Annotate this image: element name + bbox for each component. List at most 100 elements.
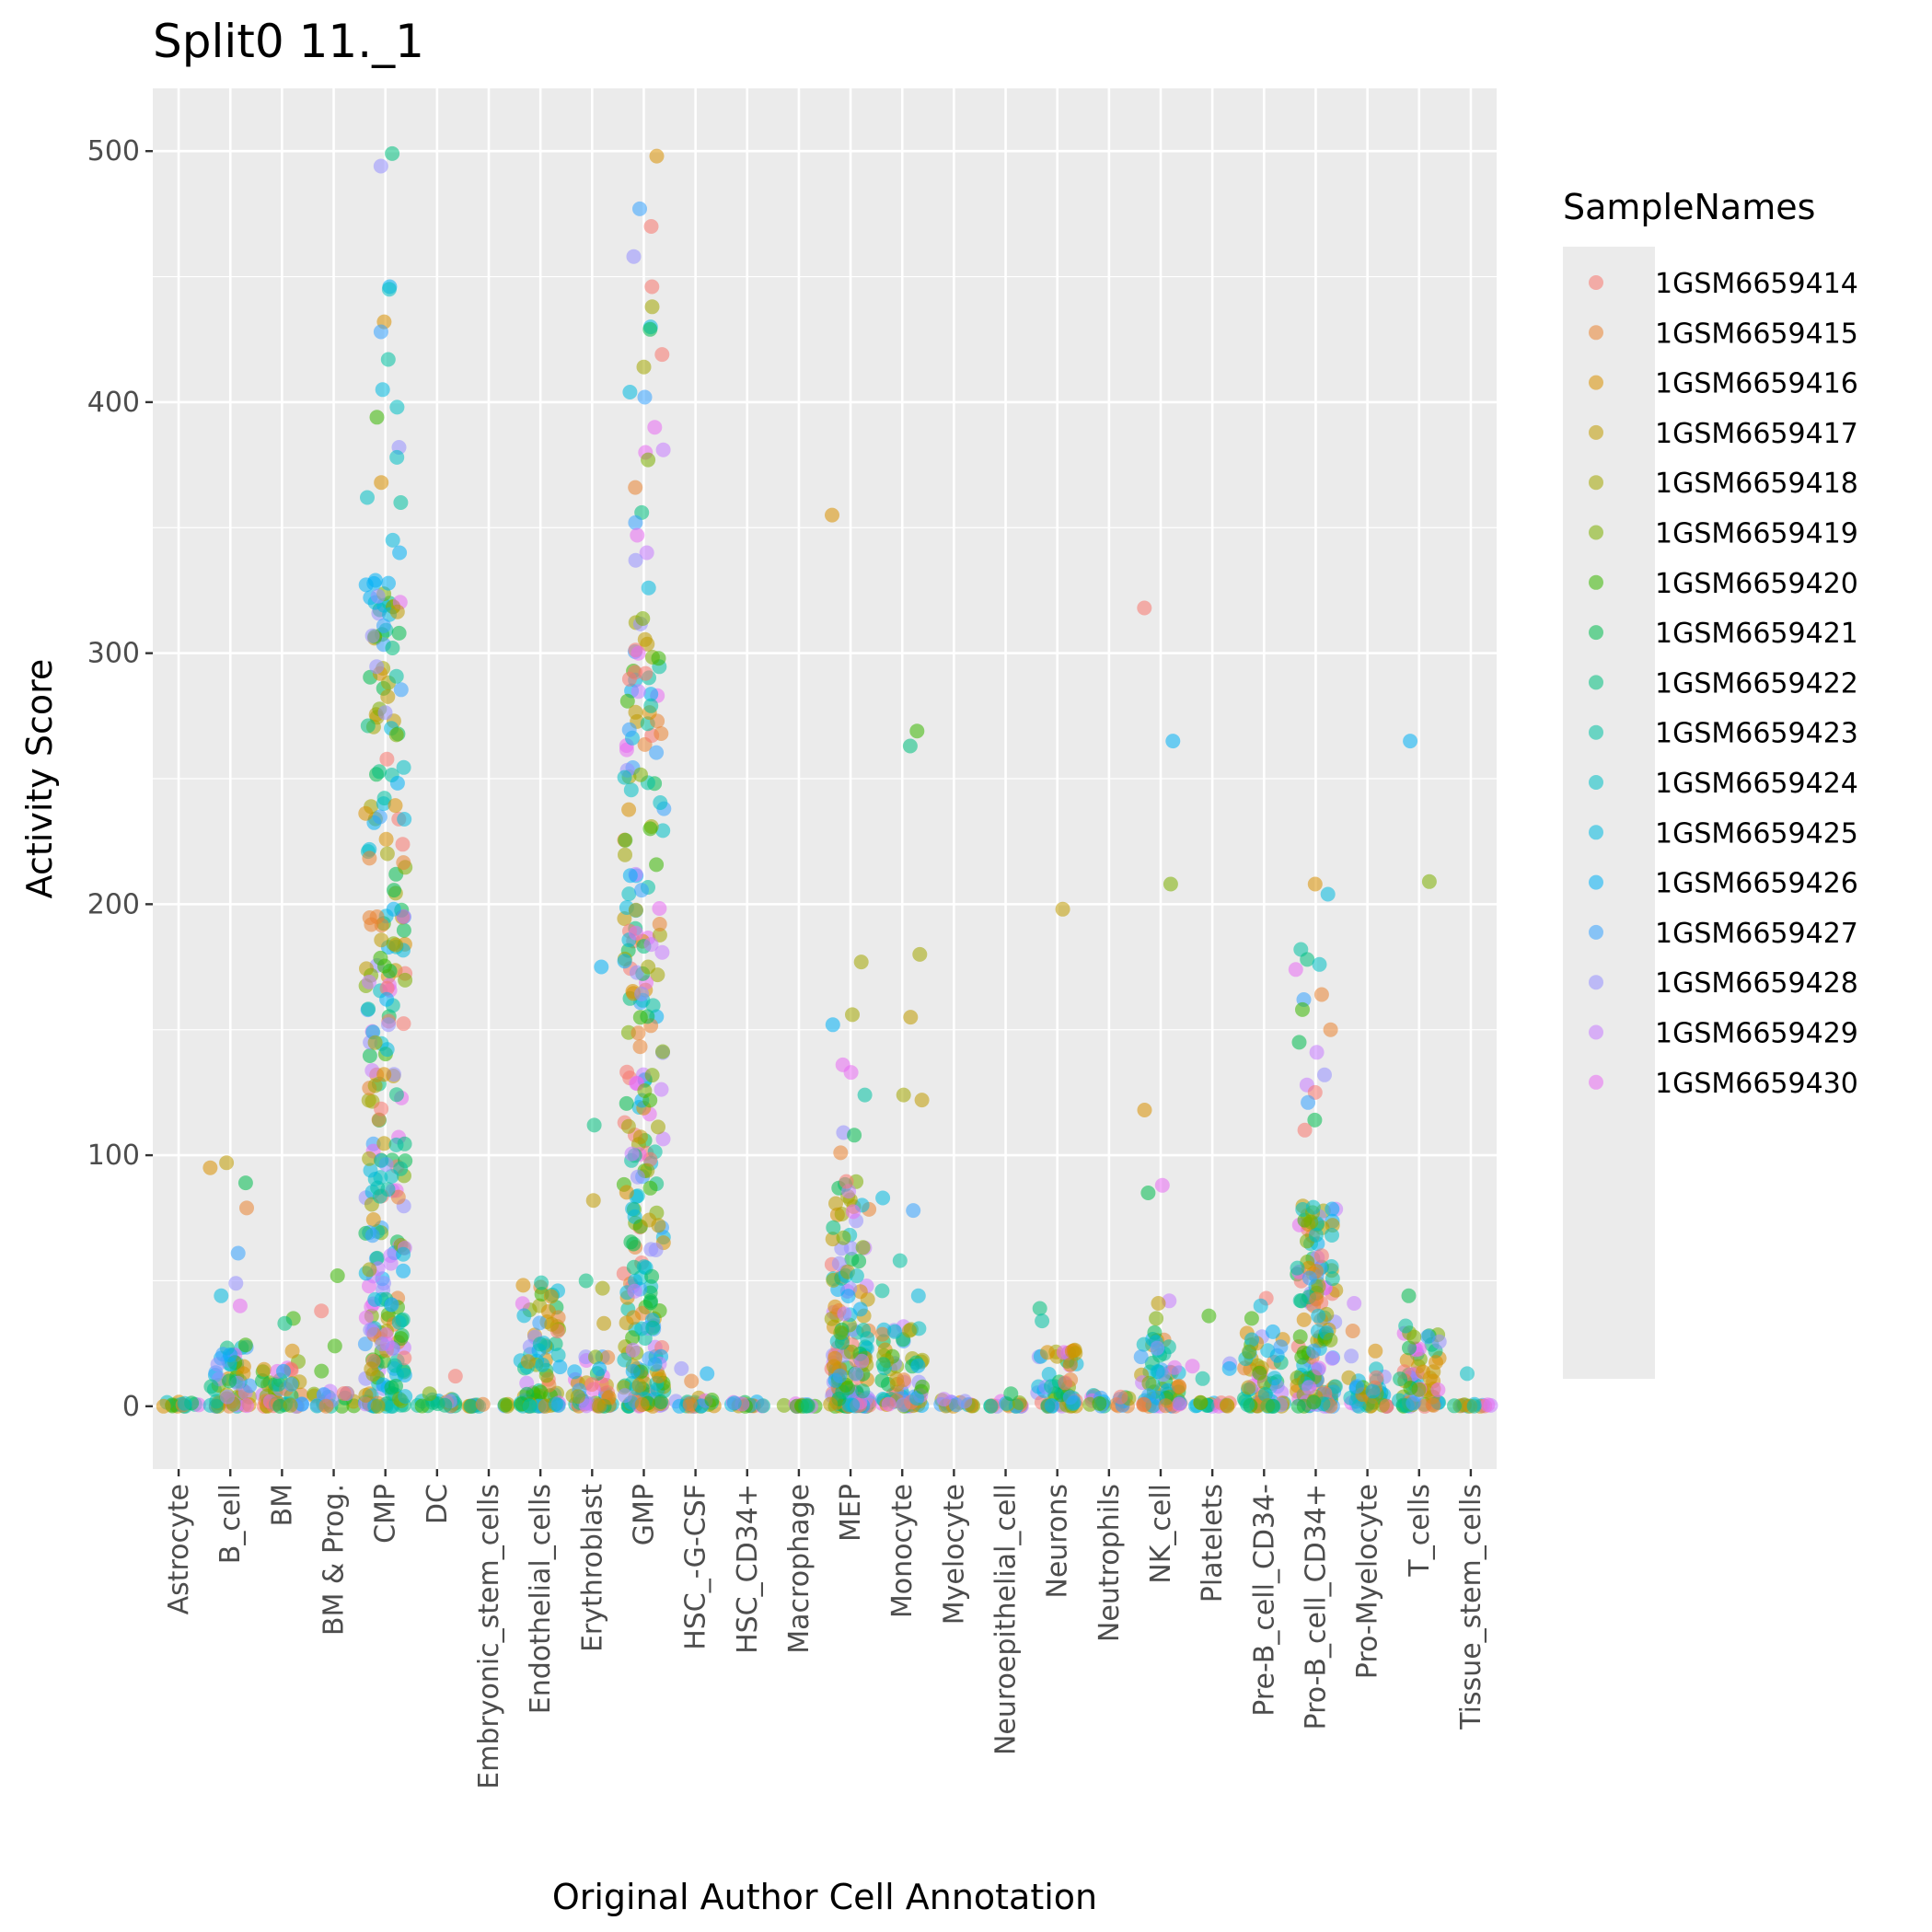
data-point bbox=[1325, 1350, 1340, 1366]
data-point bbox=[1163, 876, 1178, 892]
data-point bbox=[621, 671, 637, 687]
data-point bbox=[358, 1310, 374, 1325]
data-point bbox=[1265, 1324, 1280, 1339]
data-point bbox=[652, 901, 667, 916]
data-point bbox=[642, 821, 658, 837]
data-point bbox=[1303, 1214, 1319, 1230]
data-point bbox=[618, 847, 632, 862]
data-point bbox=[957, 1394, 973, 1409]
x-tick-label: Pro-Myelocyte bbox=[1352, 1484, 1384, 1679]
data-point bbox=[832, 1368, 848, 1383]
data-point bbox=[628, 515, 643, 530]
data-point bbox=[629, 925, 643, 941]
data-point bbox=[851, 1254, 867, 1269]
data-point bbox=[222, 1373, 237, 1389]
data-point bbox=[631, 1378, 647, 1393]
data-point bbox=[360, 490, 375, 505]
data-point bbox=[375, 1336, 390, 1352]
data-point bbox=[823, 1396, 839, 1412]
legend-label: 1GSM6659429 bbox=[1655, 1018, 1858, 1050]
data-point bbox=[379, 846, 395, 862]
data-point bbox=[936, 1392, 952, 1407]
data-point bbox=[584, 1377, 599, 1393]
data-point bbox=[1290, 1398, 1306, 1414]
data-point bbox=[645, 1320, 661, 1336]
data-point bbox=[383, 1248, 399, 1264]
data-point bbox=[849, 1268, 864, 1284]
data-point bbox=[626, 249, 642, 264]
data-point bbox=[1363, 1398, 1379, 1414]
data-point bbox=[619, 1064, 635, 1080]
data-point bbox=[239, 1200, 254, 1216]
data-point bbox=[1421, 873, 1437, 889]
data-point bbox=[384, 1380, 399, 1395]
data-point bbox=[849, 1366, 864, 1382]
legend-items: 1GSM6659414 1GSM6659415 1GSM6659416 1GSM665… bbox=[1589, 268, 1858, 1100]
data-point bbox=[363, 1322, 378, 1337]
data-point bbox=[1301, 1094, 1316, 1110]
data-point bbox=[636, 1259, 652, 1275]
data-point bbox=[639, 545, 654, 561]
data-point bbox=[379, 980, 395, 996]
data-point bbox=[1137, 600, 1152, 616]
data-point bbox=[228, 1276, 244, 1291]
data-point bbox=[377, 705, 393, 721]
legend-label: 1GSM6659425 bbox=[1655, 817, 1858, 850]
data-point bbox=[1429, 1355, 1443, 1371]
data-point bbox=[833, 1325, 849, 1340]
data-point bbox=[203, 1379, 219, 1394]
data-point bbox=[756, 1398, 770, 1414]
data-point bbox=[220, 1389, 235, 1405]
data-point bbox=[631, 645, 646, 661]
data-point bbox=[632, 201, 647, 216]
legend-label: 1GSM6659416 bbox=[1655, 368, 1858, 400]
data-point bbox=[533, 1384, 549, 1400]
data-point bbox=[1257, 1386, 1273, 1402]
x-tick-label: CMP bbox=[370, 1484, 402, 1544]
data-point bbox=[239, 1398, 255, 1414]
data-point bbox=[914, 1093, 930, 1108]
data-point bbox=[384, 1297, 399, 1313]
data-point bbox=[641, 452, 656, 468]
x-tick-label: HSC_-G-CSF bbox=[680, 1484, 712, 1650]
data-point bbox=[642, 1351, 657, 1366]
data-point bbox=[578, 1273, 594, 1289]
data-point bbox=[1032, 1301, 1047, 1316]
data-point bbox=[853, 954, 869, 970]
x-tick-label: BM bbox=[266, 1484, 298, 1526]
data-point bbox=[633, 767, 648, 782]
data-point bbox=[649, 857, 665, 873]
data-point bbox=[1244, 1332, 1259, 1348]
data-point bbox=[330, 1268, 345, 1283]
data-point bbox=[1324, 1259, 1339, 1274]
data-point bbox=[1323, 1332, 1338, 1348]
data-point bbox=[836, 1230, 851, 1245]
data-point bbox=[1393, 1371, 1408, 1387]
data-point bbox=[854, 1353, 870, 1369]
data-point bbox=[655, 1044, 670, 1059]
data-point bbox=[360, 718, 376, 734]
data-point bbox=[1260, 1343, 1276, 1359]
data-point bbox=[373, 324, 388, 340]
data-point bbox=[1267, 1371, 1282, 1386]
legend-label: 1GSM6659415 bbox=[1655, 318, 1858, 350]
data-point bbox=[1241, 1380, 1256, 1395]
data-point bbox=[843, 1344, 859, 1359]
data-point bbox=[617, 1388, 632, 1404]
data-point bbox=[654, 944, 670, 960]
data-point bbox=[630, 1169, 645, 1185]
data-point bbox=[396, 908, 411, 924]
legend-key bbox=[1589, 825, 1603, 840]
data-point bbox=[1430, 1382, 1446, 1397]
data-point bbox=[619, 693, 635, 709]
legend-key bbox=[1589, 475, 1603, 491]
data-point bbox=[892, 1253, 908, 1268]
y-tick-label: 200 bbox=[87, 888, 140, 920]
data-point bbox=[635, 611, 651, 626]
data-point bbox=[625, 1363, 641, 1379]
data-point bbox=[626, 1236, 642, 1252]
data-point bbox=[1309, 1291, 1325, 1307]
data-point bbox=[369, 1250, 385, 1266]
data-point bbox=[232, 1298, 248, 1313]
